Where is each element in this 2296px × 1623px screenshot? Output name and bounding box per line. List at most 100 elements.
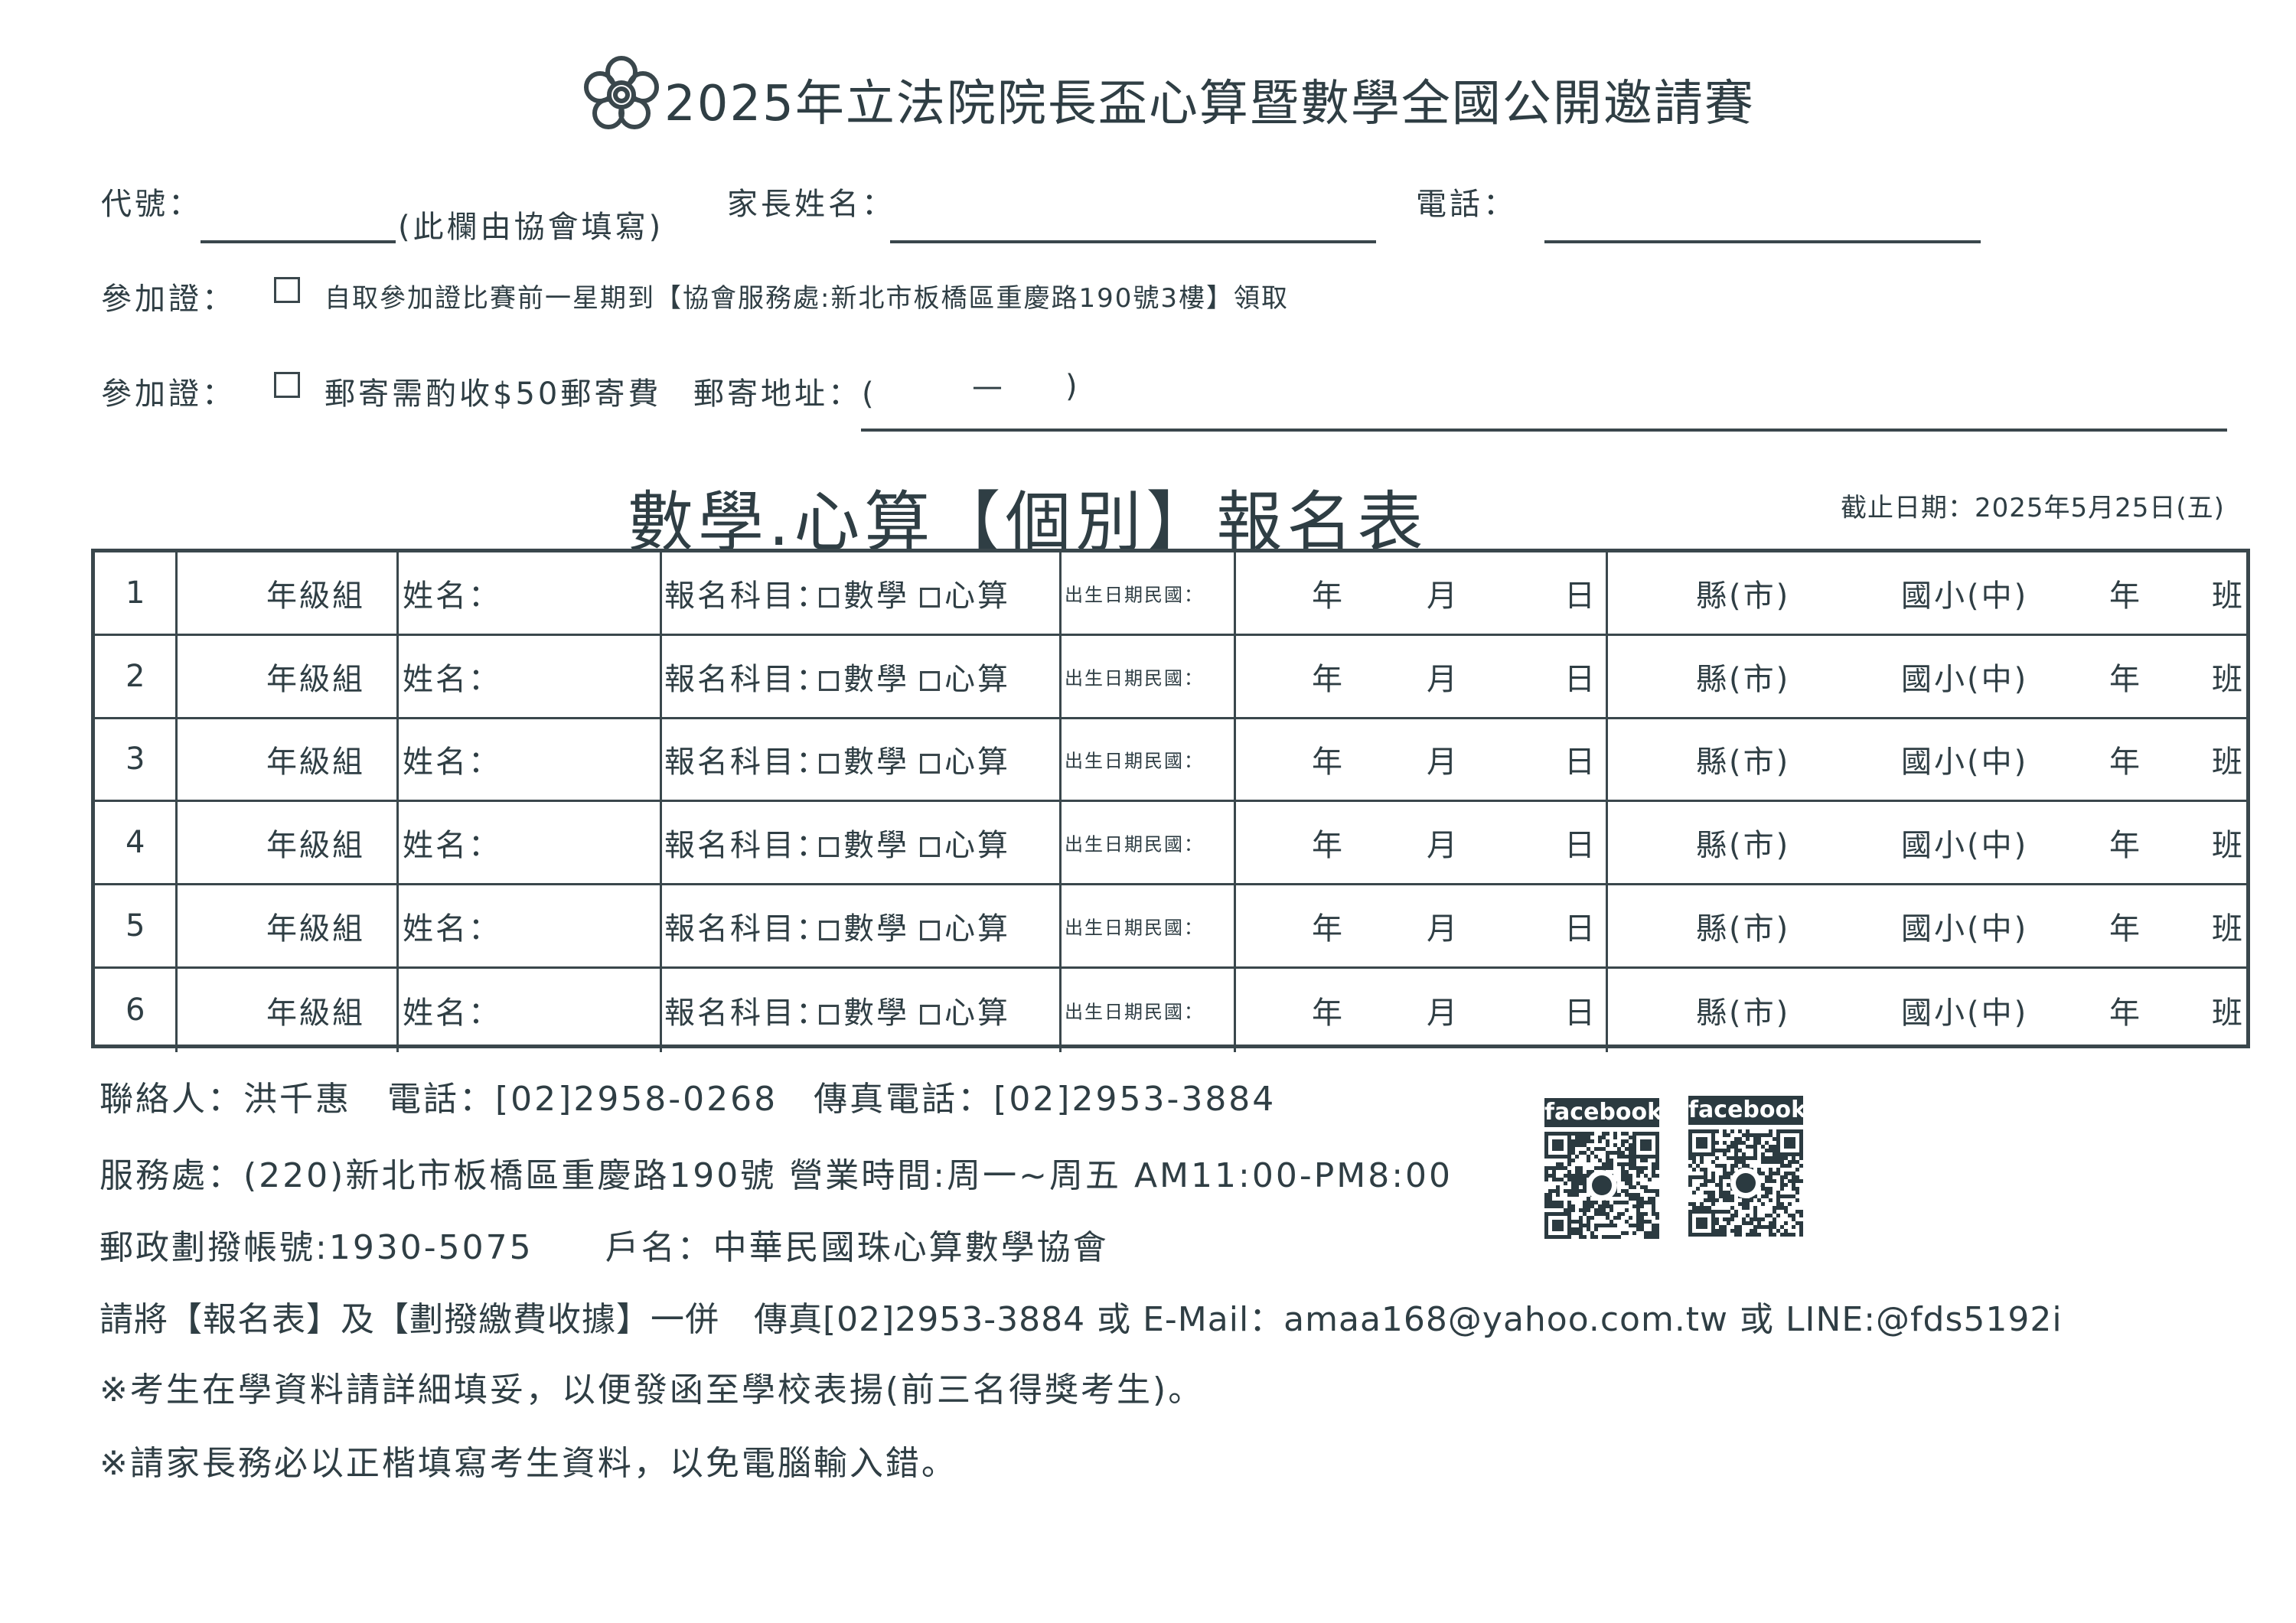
grade-group-label: 年級組 (266, 661, 365, 697)
column-divider (1234, 552, 1236, 634)
account-line: 郵政劃撥帳號:1930-5075 戶名：中華民國珠心算數學協會 (99, 1228, 1109, 1267)
birth-day-label: 日 (1564, 911, 1597, 947)
column-divider (396, 885, 399, 966)
column-divider (660, 969, 662, 1052)
birth-label: 出生日期民國： (1065, 917, 1204, 939)
birth-day-label: 日 (1564, 745, 1597, 781)
table-row: 3 年級組 姓名： 報名科目： 出生日期民國： 年 月 日 縣(市) 國小(中) 年 班 數學 心算 (95, 719, 2246, 803)
column-divider (1059, 719, 1062, 800)
phone-label: 電話： (1416, 187, 1517, 222)
mail-zip-dash: — (972, 369, 1006, 404)
birth-label: 出生日期民國： (1065, 584, 1204, 606)
math-checkbox[interactable] (819, 754, 839, 774)
facebook-label: facebook (1688, 1096, 1807, 1125)
abacus-checkbox[interactable] (920, 921, 940, 941)
abacus-label: 心算 (944, 745, 1010, 781)
facebook-qr-2[interactable]: facebook (1688, 1096, 1807, 1237)
column-divider (1059, 802, 1062, 884)
name-label[interactable]: 姓名： (403, 578, 501, 614)
grade-group-label: 年級組 (266, 996, 365, 1031)
column-divider (1234, 802, 1236, 884)
row-number: 4 (126, 825, 148, 861)
row-number: 3 (126, 741, 148, 777)
form-heading: 數學.心算【個別】報名表 (628, 484, 1428, 561)
facebook-label: facebook (1544, 1098, 1663, 1127)
birth-year-label: 年 (1312, 745, 1345, 781)
name-label[interactable]: 姓名： (403, 911, 501, 947)
math-checkbox[interactable] (819, 1005, 839, 1025)
column-divider (660, 719, 662, 800)
mail-checkbox[interactable] (274, 372, 300, 398)
math-checkbox[interactable] (819, 587, 839, 608)
birth-label: 出生日期民國： (1065, 1001, 1204, 1023)
contact-line: 聯絡人：洪千惠 電話：[02]2958-0268 傳真電話：[02]2953-3… (99, 1080, 1277, 1119)
column-divider (175, 719, 178, 800)
column-divider (396, 719, 399, 800)
subject-options: 數學 心算 (808, 737, 1010, 781)
column-divider (1059, 552, 1062, 634)
parent-name-field[interactable] (890, 240, 1376, 243)
birth-month-label: 月 (1427, 661, 1459, 697)
subject-options: 數學 心算 (808, 571, 1010, 615)
pickup-checkbox[interactable] (274, 277, 300, 303)
county-label: 縣(市) (1696, 828, 1791, 864)
name-label[interactable]: 姓名： (403, 996, 501, 1031)
abacus-checkbox[interactable] (920, 670, 940, 691)
column-divider (660, 552, 662, 634)
math-checkbox[interactable] (819, 921, 839, 941)
school-label: 國小(中) (1901, 661, 2029, 697)
subject-label: 報名科目： (664, 661, 829, 697)
code-field[interactable] (201, 240, 396, 243)
column-divider (1234, 635, 1236, 717)
plum-blossom-logo-icon (584, 56, 659, 129)
birth-day-label: 日 (1564, 828, 1597, 864)
table-row: 2 年級組 姓名： 報名科目： 出生日期民國： 年 月 日 縣(市) 國小(中) 年 班 數學 心算 (95, 635, 2246, 719)
math-label: 數學 (843, 661, 909, 697)
deadline: 截止日期：2025年5月25日(五) (1841, 493, 2225, 523)
note-school-info: ※考生在學資料請詳細填妥，以便發函至學校表揚(前三名得獎考生)。 (99, 1370, 1205, 1410)
pass-label-pickup: 參加證： (101, 282, 236, 317)
name-label[interactable]: 姓名： (403, 828, 501, 864)
abacus-checkbox[interactable] (920, 754, 940, 774)
class-label: 班 (2212, 828, 2245, 864)
subject-options: 數學 心算 (808, 988, 1010, 1032)
subject-label: 報名科目： (664, 828, 829, 864)
birth-month-label: 月 (1427, 745, 1459, 781)
county-label: 縣(市) (1696, 661, 1791, 697)
class-label: 班 (2212, 745, 2245, 781)
math-label: 數學 (843, 745, 909, 781)
name-label[interactable]: 姓名： (403, 661, 501, 697)
math-checkbox[interactable] (819, 837, 839, 858)
birth-year-label: 年 (1312, 661, 1345, 697)
birth-month-label: 月 (1427, 828, 1459, 864)
column-divider (1059, 969, 1062, 1052)
birth-label: 出生日期民國： (1065, 667, 1204, 689)
abacus-checkbox[interactable] (920, 837, 940, 858)
abacus-checkbox[interactable] (920, 587, 940, 608)
table-row: 6 年級組 姓名： 報名科目： 出生日期民國： 年 月 日 縣(市) 國小(中) 年 班 數學 心算 (95, 969, 2246, 1052)
county-label: 縣(市) (1696, 911, 1791, 947)
subject-options: 數學 心算 (808, 904, 1010, 948)
row-number: 2 (126, 658, 148, 694)
column-divider (1606, 802, 1608, 884)
abacus-label: 心算 (944, 911, 1010, 947)
column-divider (1606, 885, 1608, 966)
grade-group-label: 年級組 (266, 745, 365, 781)
grade-group-label: 年級組 (266, 911, 365, 947)
school-grade-label: 年 (2109, 828, 2142, 864)
abacus-label: 心算 (944, 828, 1010, 864)
birth-year-label: 年 (1312, 911, 1345, 947)
phone-field[interactable] (1544, 240, 1981, 243)
abacus-label: 心算 (944, 661, 1010, 697)
mail-address-field[interactable] (861, 429, 2227, 432)
county-label: 縣(市) (1696, 578, 1791, 614)
class-label: 班 (2212, 911, 2245, 947)
qr-code-icon (1688, 1129, 1803, 1237)
name-label[interactable]: 姓名： (403, 745, 501, 781)
math-label: 數學 (843, 996, 909, 1031)
mail-paren-close: ) (1065, 369, 1081, 404)
facebook-qr-1[interactable]: facebook (1544, 1098, 1663, 1239)
abacus-checkbox[interactable] (920, 1005, 940, 1025)
math-checkbox[interactable] (819, 670, 839, 691)
column-divider (396, 635, 399, 717)
